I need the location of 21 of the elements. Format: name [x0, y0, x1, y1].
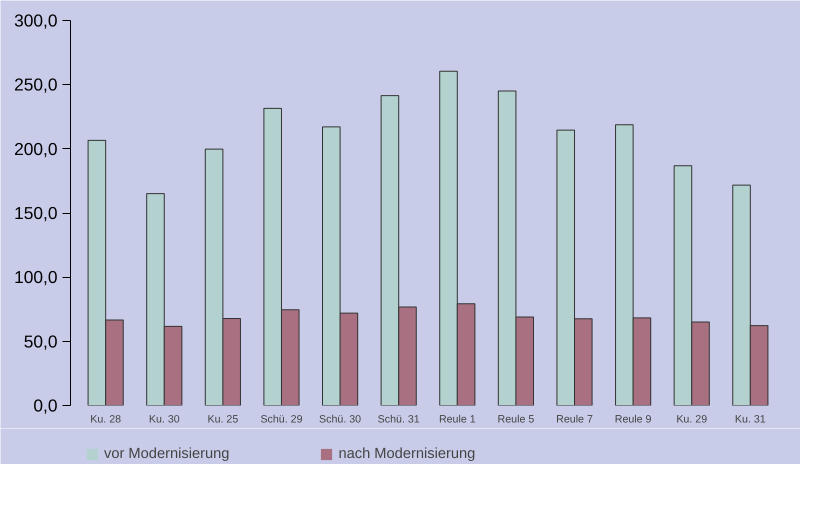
y-tick-label: 200,0	[14, 138, 58, 159]
x-tick-label: Schü. 31	[378, 414, 420, 426]
x-tick-label: Ku. 31	[734, 414, 766, 426]
y-tick-label: 100,0	[14, 267, 58, 288]
x-tick-label: Schü. 30	[319, 414, 362, 426]
y-tick-label: 150,0	[14, 203, 58, 223]
y-tick-label: 0,0	[33, 396, 58, 416]
x-tick-label: Reule 5	[498, 414, 534, 426]
legend-label: vor Modernisierung	[104, 446, 230, 462]
y-tick-label: 250,0	[14, 74, 58, 95]
x-tick-label: Schü. 29	[260, 414, 303, 426]
legend-label: nach Modernisierung	[338, 446, 476, 462]
x-tick-label: Ku. 28	[90, 414, 122, 426]
x-tick-label: Ku. 30	[148, 414, 180, 426]
y-tick-label: 50,0	[24, 331, 58, 352]
x-tick-label: Reule 1	[438, 414, 476, 426]
y-tick-label: 300,0	[14, 10, 58, 30]
x-tick-label: Ku. 29	[676, 414, 708, 426]
x-tick-label: Reule 9	[614, 414, 652, 426]
x-tick-label: Ku. 25	[207, 414, 238, 426]
x-tick-label: Reule 7	[556, 414, 593, 426]
